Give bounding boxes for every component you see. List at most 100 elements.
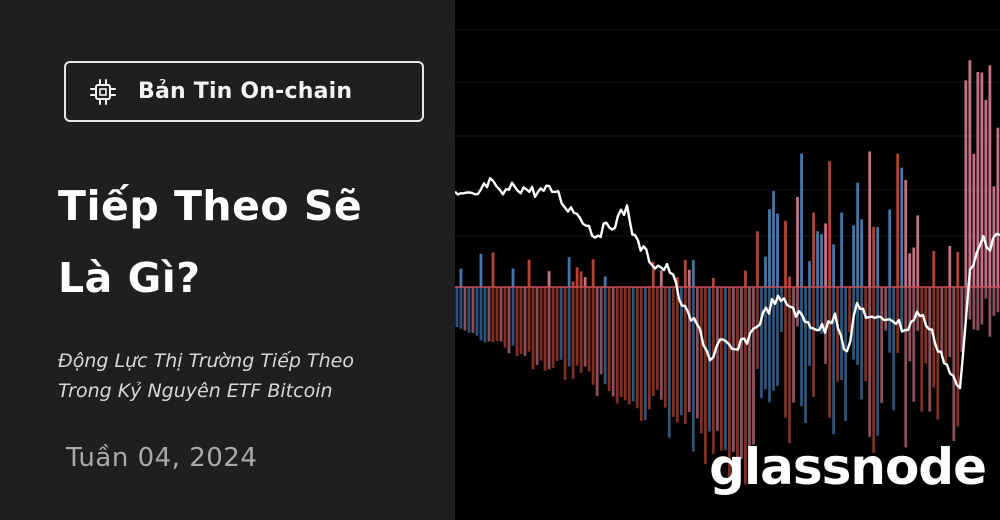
histogram-bar [876,287,880,436]
histogram-bar [695,287,699,419]
histogram-bar [900,167,904,287]
histogram-bar [856,287,860,365]
histogram-bar [607,287,611,392]
histogram-bar [495,287,499,341]
histogram-bar [579,271,583,287]
histogram-bar [487,287,491,342]
histogram-bar [856,182,860,287]
histogram-bar [603,287,607,385]
histogram-bar [756,231,759,287]
histogram-bar [948,287,952,357]
histogram-bar [880,287,884,403]
histogram-bar [575,287,579,366]
histogram-bar [820,287,823,334]
histogram-bar [499,287,503,342]
histogram-bar [840,287,844,380]
histogram-bar [980,72,984,287]
histogram-bar [964,287,968,320]
histogram-bar [832,287,835,435]
subtitle-line-2: Trong Kỷ Nguyên ETF Bitcoin [58,380,333,402]
histogram-bar [956,251,960,287]
histogram-bar [675,277,679,287]
histogram-bar [748,287,751,483]
histogram-bar [984,99,988,287]
histogram-bar [503,287,507,348]
histogram-bar [872,226,876,287]
histogram-bar [968,287,972,320]
histogram-bar [816,287,819,330]
histogram-bar [996,287,1000,313]
histogram-bar [547,287,551,370]
week-label: Tuần 04, 2024 [66,443,258,473]
histogram-bar [892,287,896,411]
newsletter-badge: Bản Tin On-chain [64,61,424,122]
histogram-bar [796,196,799,287]
histogram-bar [527,287,531,352]
histogram-bar [800,287,803,407]
glassnode-logo: glassnode [709,438,987,496]
bar-histogram [455,60,1000,485]
histogram-bar [535,287,539,365]
histogram-bar [627,287,631,405]
page-title: Tiếp Theo Sẽ Là Gì? [58,170,438,314]
histogram-bar [571,281,575,287]
histogram-bar [619,287,623,397]
histogram-bar [868,287,872,437]
title-line-1: Tiếp Theo Sẽ [58,182,363,230]
histogram-bar [475,287,479,336]
histogram-bar [784,287,787,418]
histogram-bar [667,287,671,438]
histogram-bar [527,259,531,287]
histogram-bar [956,287,960,427]
histogram-bar [976,71,980,287]
histogram-bar [531,287,535,370]
histogram-bar [964,80,968,288]
histogram-bar [952,287,956,441]
histogram-bar [860,219,864,287]
histogram-bar [948,245,952,287]
histogram-bar [555,287,559,362]
histogram-bar [940,287,944,355]
histogram-bar [583,277,587,287]
histogram-bar [888,209,892,287]
histogram-bar [864,287,868,382]
histogram-bar [511,268,515,287]
histogram-bar [992,287,996,316]
histogram-bar [804,287,807,424]
histogram-bar [744,270,747,287]
histogram-bar [768,287,771,403]
histogram-bar [832,244,835,287]
histogram-bar [651,287,655,397]
histogram-bar [575,267,579,287]
histogram-bar [507,287,511,354]
histogram-bar [699,287,703,434]
histogram-bar [788,276,791,287]
histogram-bar [768,209,771,287]
histogram-bar [515,287,519,357]
histogram-bar [479,287,483,341]
histogram-bar [491,287,495,343]
histogram-bar [691,260,695,287]
histogram-bar [916,287,920,331]
histogram-bar [988,287,992,337]
histogram-bar [523,287,527,356]
histogram-bar [723,287,727,451]
histogram-bar [611,287,615,397]
histogram-bar [816,231,819,287]
histogram-bar [595,287,599,397]
histogram-bar [908,253,912,287]
histogram-bar [936,287,940,420]
histogram-bar [840,212,844,287]
histogram-bar [872,287,876,453]
gridlines [455,29,1000,237]
histogram-bar [960,287,964,353]
histogram-bar [675,287,679,423]
histogram-bar [972,287,976,330]
histogram-bar [732,287,735,452]
badge-label: Bản Tin On-chain [138,79,353,104]
histogram-bar [563,287,567,380]
histogram-bar [988,65,992,287]
histogram-bar [711,277,715,287]
histogram-bar [599,287,603,375]
histogram-bar [603,276,607,287]
